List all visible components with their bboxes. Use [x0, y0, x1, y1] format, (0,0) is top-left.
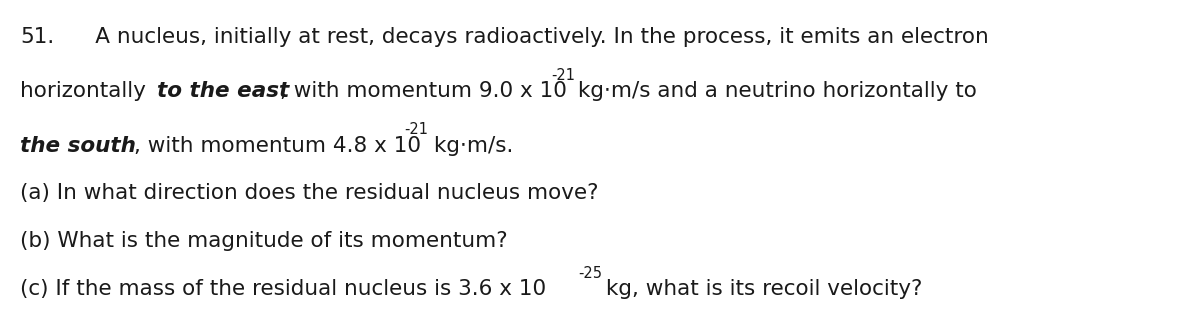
Text: A nucleus, initially at rest, decays radioactively. In the process, it emits an : A nucleus, initially at rest, decays rad… — [54, 27, 989, 47]
Text: -21: -21 — [404, 122, 428, 137]
Text: 51.: 51. — [20, 27, 55, 47]
Text: -21: -21 — [551, 68, 575, 83]
Text: kg⋅m/s.: kg⋅m/s. — [427, 136, 514, 156]
Text: kg, what is its recoil velocity?: kg, what is its recoil velocity? — [599, 279, 922, 299]
Text: , with momentum 9.0 x 10: , with momentum 9.0 x 10 — [280, 81, 566, 101]
Text: (a) In what direction does the residual nucleus move?: (a) In what direction does the residual … — [20, 183, 599, 204]
Text: kg⋅m/s and a neutrino horizontally to: kg⋅m/s and a neutrino horizontally to — [571, 81, 977, 101]
Text: horizontally: horizontally — [20, 81, 154, 101]
Text: (c) If the mass of the residual nucleus is 3.6 x 10: (c) If the mass of the residual nucleus … — [20, 279, 546, 299]
Text: to the east: to the east — [157, 81, 289, 101]
Text: -25: -25 — [578, 265, 602, 280]
Text: , with momentum 4.8 x 10: , with momentum 4.8 x 10 — [134, 136, 421, 156]
Text: the south: the south — [20, 136, 137, 156]
Text: (b) What is the magnitude of its momentum?: (b) What is the magnitude of its momentu… — [20, 231, 508, 251]
